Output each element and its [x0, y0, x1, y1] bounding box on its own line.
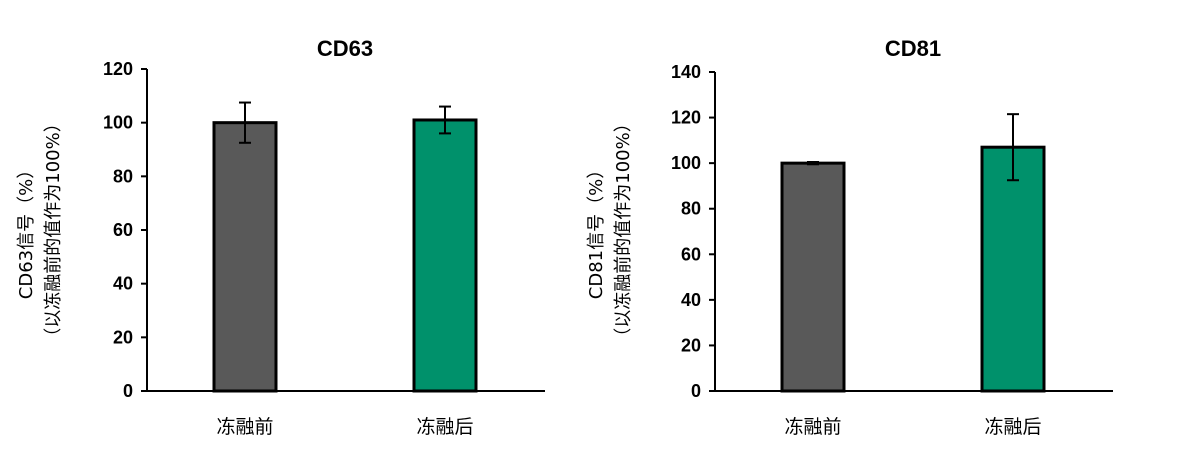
bar [780, 161, 846, 393]
y-tick-label: 100 [671, 153, 701, 173]
chart-title: CD63 [317, 36, 373, 61]
x-tick-label: 冻融后 [416, 416, 473, 438]
y-tick-label: 120 [103, 59, 133, 79]
y-tick-label: 20 [113, 327, 133, 347]
y-tick-label: 120 [671, 108, 701, 128]
y-tick-label: 60 [681, 244, 701, 264]
y-axis-label-line1: CD63信号（%） [16, 161, 37, 299]
x-tick-label: 冻融后 [984, 416, 1041, 438]
y-axis-label-line1: CD81信号（%） [586, 161, 607, 299]
y-tick-label: 80 [681, 199, 701, 219]
chart-title: CD81 [885, 36, 941, 61]
x-tick-label: 冻融前 [784, 416, 841, 438]
y-axis-label-line2: （以冻融前的值作为100%） [613, 114, 634, 345]
chart-cd63: CD63 CD63信号（%） （以冻融前的值作为100%） 冻融前 冻融后 0 2… [16, 36, 545, 438]
y-tick-label: 0 [691, 381, 701, 401]
y-tick-label: 0 [123, 381, 133, 401]
y-tick-label: 20 [681, 335, 701, 355]
bar [412, 118, 478, 393]
y-axis-label-line2: （以冻融前的值作为100%） [43, 114, 64, 345]
y-tick-label: 40 [681, 290, 701, 310]
x-tick-label: 冻融前 [216, 416, 273, 438]
y-tick-label: 140 [671, 62, 701, 82]
bar [980, 145, 1046, 393]
y-tick-label: 100 [103, 113, 133, 133]
bar [212, 121, 278, 393]
chart-cd81: CD81 CD81信号（%） （以冻融前的值作为100%） 冻融前 冻融后 0 2… [586, 36, 1113, 438]
y-tick-label: 40 [113, 274, 133, 294]
y-tick-label: 60 [113, 220, 133, 240]
y-tick-label: 80 [113, 166, 133, 186]
